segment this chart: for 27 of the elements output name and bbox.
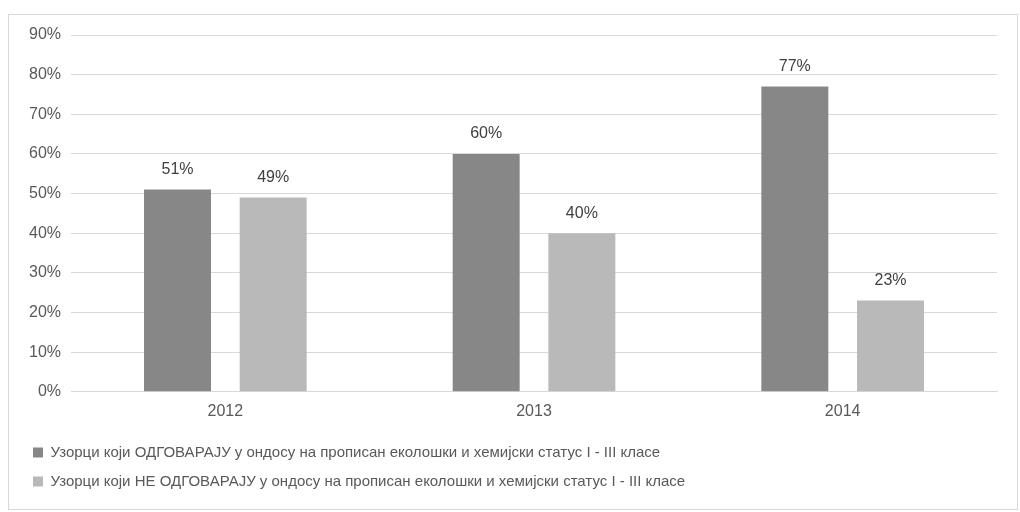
- bar: [857, 300, 924, 392]
- bar: [144, 189, 211, 392]
- data-label: 60%: [470, 124, 503, 142]
- bar: [452, 153, 520, 392]
- bar: [548, 233, 616, 392]
- x-tick-label: 2013: [516, 401, 552, 419]
- legend-label: Узорци који НЕ ОДГОВАРАЈУ у ондосу на прописан еколошки и хемијски статус I - III класе: [50, 471, 686, 489]
- bar: [761, 86, 829, 392]
- y-tick-label: 90%: [28, 25, 62, 43]
- y-tick-label: 40%: [28, 223, 62, 241]
- y-tick-label: 70%: [28, 104, 62, 122]
- x-tick-label: 2014: [824, 401, 861, 419]
- y-tick-label: 80%: [28, 65, 62, 83]
- y-tick-label: 20%: [28, 302, 62, 320]
- data-label: 23%: [874, 271, 907, 289]
- y-tick-label: 10%: [28, 342, 62, 360]
- y-tick-label: 60%: [28, 144, 62, 162]
- data-label: 51%: [161, 160, 194, 178]
- data-label: 40%: [565, 203, 598, 221]
- y-tick-label: 30%: [28, 263, 62, 281]
- data-label: 49%: [257, 167, 290, 185]
- bar: [239, 197, 307, 392]
- data-label: 77%: [778, 56, 811, 74]
- legend-label: Узорци који ОДГОВАРАЈУ у ондосу на прописан еколошки и хемијски статус I - III класе: [50, 442, 661, 460]
- y-tick-label: 50%: [28, 183, 62, 201]
- x-tick-label: 2012: [207, 401, 244, 419]
- y-tick-label: 0%: [37, 382, 62, 400]
